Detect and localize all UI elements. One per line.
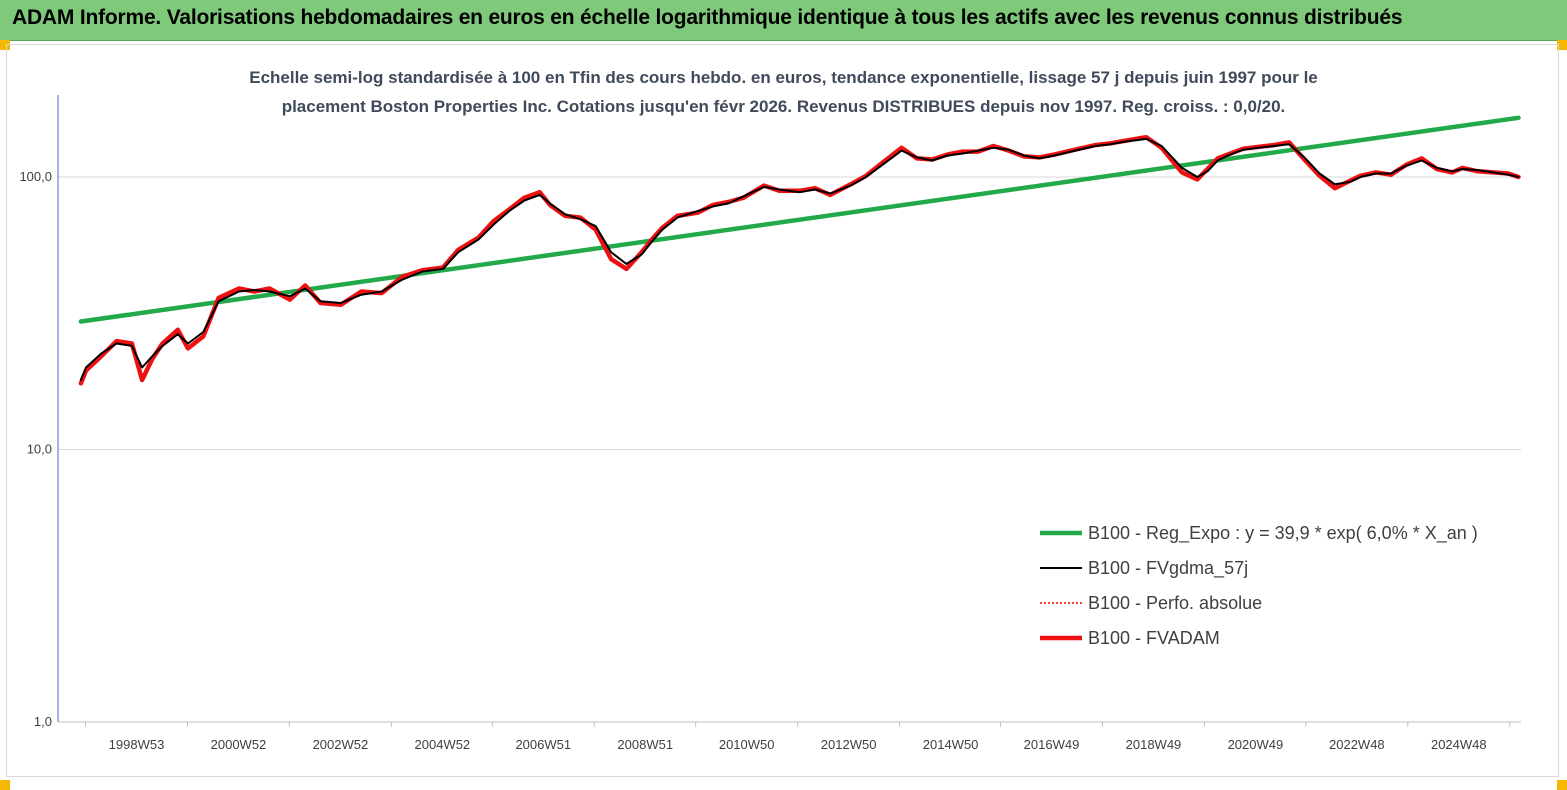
y-tick-label: 10,0 — [27, 442, 52, 457]
x-tick-label: 2020W49 — [1228, 737, 1284, 752]
chart-title: Echelle semi-log standardisée à 100 en T… — [249, 68, 1318, 87]
corner-marker — [0, 780, 10, 790]
x-tick-label: 2016W49 — [1024, 737, 1080, 752]
series-line-1 — [79, 137, 1520, 381]
x-tick-label: 2000W52 — [211, 737, 267, 752]
series-line-0 — [78, 115, 1521, 324]
x-tick-label: 2002W52 — [313, 737, 369, 752]
chart-subtitle: placement Boston Properties Inc. Cotatio… — [281, 97, 1286, 116]
legend-label: B100 - FVgdma_57j — [1088, 558, 1248, 579]
chart-frame — [6, 44, 1559, 777]
y-tick-label: 1,0 — [34, 714, 52, 729]
page-title: ADAM Informe. Valorisations hebdomadaire… — [12, 6, 1403, 29]
x-tick-label: 2004W52 — [415, 737, 471, 752]
series-line-3 — [78, 134, 1521, 386]
x-tick-label: 2018W49 — [1126, 737, 1182, 752]
corner-marker — [1557, 40, 1567, 50]
x-tick-label: 2014W50 — [923, 737, 979, 752]
header-bar: ADAM Informe. Valorisations hebdomadaire… — [0, 0, 1567, 41]
corner-marker — [1557, 780, 1567, 790]
legend-label: B100 - FVADAM — [1088, 628, 1220, 648]
x-tick-label: 2010W50 — [719, 737, 775, 752]
legend-label: B100 - Perfo. absolue — [1088, 593, 1262, 613]
x-tick-label: 2008W51 — [617, 737, 673, 752]
y-tick-label: 100,0 — [19, 169, 52, 184]
corner-marker — [0, 40, 10, 50]
legend-label: B100 - Reg_Expo : y = 39,9 * exp( 6,0% *… — [1088, 523, 1478, 544]
x-tick-label: 2006W51 — [515, 737, 571, 752]
x-tick-label: 2024W48 — [1431, 737, 1487, 752]
x-tick-label: 1998W53 — [109, 737, 165, 752]
x-tick-label: 2022W48 — [1329, 737, 1385, 752]
x-tick-label: 2012W50 — [821, 737, 877, 752]
